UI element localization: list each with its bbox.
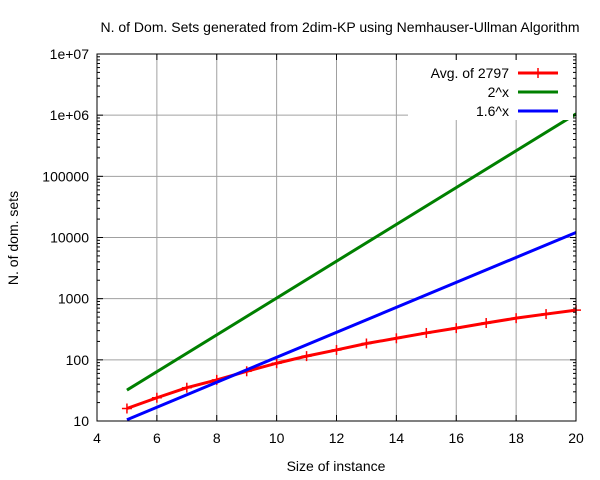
x-tick-label: 16 <box>448 430 464 446</box>
data-point <box>331 344 342 355</box>
series-line-2 <box>126 231 577 422</box>
y-tick-label: 1000 <box>58 291 89 307</box>
x-tick-label: 10 <box>269 430 285 446</box>
data-point <box>391 333 402 344</box>
data-point <box>511 313 522 324</box>
data-point <box>271 358 282 369</box>
x-tick-label: 18 <box>508 430 524 446</box>
x-tick-label: 6 <box>153 430 161 446</box>
y-axis-label: N. of dom. sets <box>5 191 21 285</box>
y-tick-label: 10000 <box>50 230 89 246</box>
y-tick-label: 100 <box>66 352 90 368</box>
x-tick-label: 12 <box>329 430 345 446</box>
data-point <box>421 327 432 338</box>
data-point <box>541 309 552 320</box>
chart-title: N. of Dom. Sets generated from 2dim-KP u… <box>100 19 579 35</box>
data-point <box>301 351 312 362</box>
x-axis-label: Size of instance <box>287 458 386 474</box>
data-point <box>361 338 372 349</box>
y-tick-label: 100000 <box>42 168 89 184</box>
y-tick-label: 10 <box>73 413 89 429</box>
series-line-1 <box>126 112 577 392</box>
y-tick-label: 1e+06 <box>50 107 90 123</box>
x-tick-label: 8 <box>213 430 221 446</box>
legend: Avg. of 2797 2^x 1.6^x <box>408 60 573 120</box>
legend-label: Avg. of 2797 <box>431 65 510 81</box>
x-tick-label: 4 <box>93 430 101 446</box>
data-point <box>151 392 162 403</box>
data-point <box>121 403 132 414</box>
plot-frame <box>96 53 577 422</box>
series-group <box>121 112 581 422</box>
y-tick-label: 1e+07 <box>50 46 90 62</box>
data-point <box>181 382 192 393</box>
x-tick-label: 20 <box>568 430 584 446</box>
ticks-group: 4 6 8 10 12 14 16 18 20 10 100 1000 10000 100000 1e+06… <box>42 46 584 446</box>
legend-label: 1.6^x <box>476 103 509 119</box>
data-point <box>481 318 492 329</box>
series-line-0 <box>126 308 577 410</box>
data-point <box>451 323 462 334</box>
x-tick-label: 14 <box>389 430 405 446</box>
legend-label: 2^x <box>488 84 509 100</box>
